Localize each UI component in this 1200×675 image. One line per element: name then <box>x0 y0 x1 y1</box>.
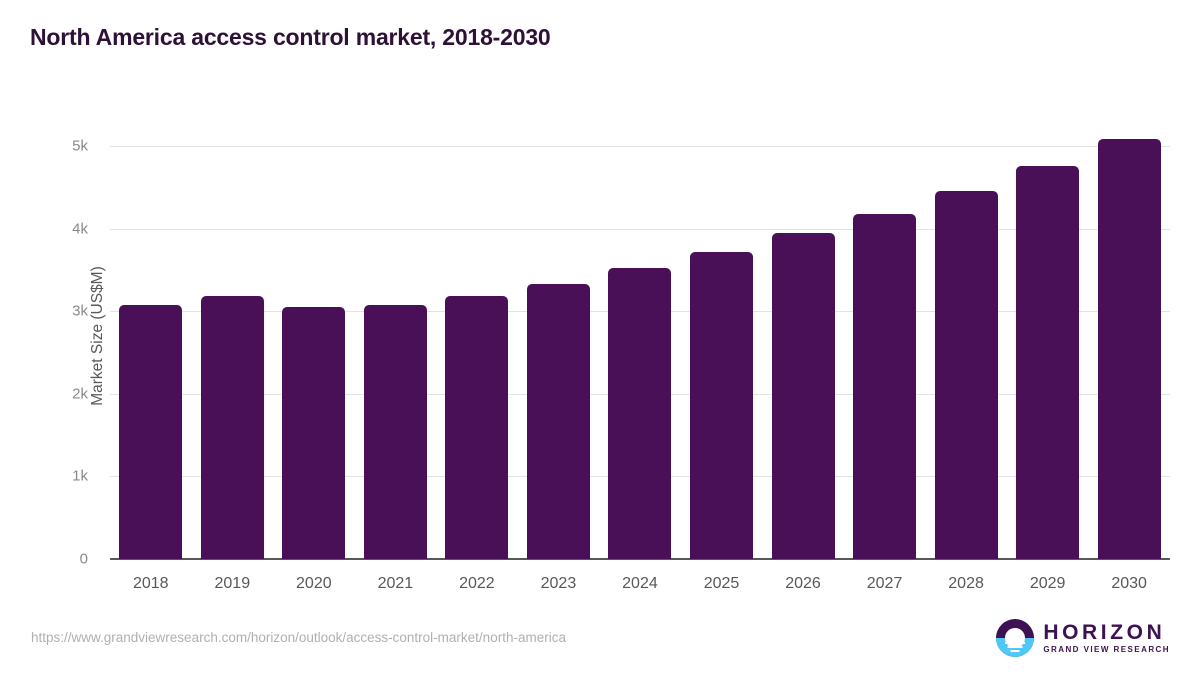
x-label-slot: 2024 <box>599 561 681 592</box>
bar-slot <box>273 113 355 559</box>
bar[interactable] <box>934 191 998 559</box>
bar[interactable] <box>771 232 835 559</box>
x-tick-label: 2030 <box>1111 575 1147 592</box>
x-tick-label: 2025 <box>703 575 740 592</box>
horizon-sun-icon <box>996 619 1035 657</box>
bar[interactable] <box>200 295 264 559</box>
x-tick-label: 2029 <box>1029 575 1066 592</box>
x-label-slot: 2027 <box>844 561 926 592</box>
x-tick-label: 2023 <box>540 575 577 592</box>
x-tick-label: 2022 <box>459 575 495 592</box>
x-tick-label: 2027 <box>866 575 903 592</box>
y-axis-title: Market Size (US$M) <box>89 266 106 406</box>
bar-slot <box>762 113 844 559</box>
page-title: North America access control market, 201… <box>30 24 551 50</box>
x-tick-label: 2028 <box>948 575 984 592</box>
x-tick-label: 2024 <box>622 575 658 592</box>
x-tick-label: 2019 <box>214 575 251 592</box>
plot-area: Market Size (US$M) 0 1k 2k 3k 4k 5k <box>72 113 1170 568</box>
logo-wordmark: HORIZON <box>1043 620 1166 644</box>
bar[interactable] <box>1016 165 1080 559</box>
x-tick-label: 2026 <box>785 575 821 592</box>
bar-slot <box>1088 113 1170 559</box>
bar-slot <box>1007 113 1089 559</box>
bar[interactable] <box>526 283 590 559</box>
x-label-slot: 2021 <box>355 561 437 592</box>
bar[interactable] <box>282 306 346 559</box>
gridline <box>110 228 1170 230</box>
brand-logo: HORIZON GRAND VIEW RESEARCH <box>996 618 1170 658</box>
x-label-slot: 2028 <box>925 561 1007 592</box>
x-label-slot: 2019 <box>192 561 274 592</box>
y-tick-label: 2k <box>72 385 88 403</box>
x-label-slot: 2023 <box>518 561 600 592</box>
y-tick-label: 1k <box>72 467 88 485</box>
x-label-slot: 2029 <box>1007 561 1089 592</box>
bar-series <box>110 113 1170 559</box>
bar[interactable] <box>608 268 672 559</box>
y-tick-label: 3k <box>72 302 88 320</box>
x-label-slot: 2030 <box>1088 561 1170 592</box>
bar[interactable] <box>853 213 917 559</box>
gridline <box>110 146 1170 148</box>
y-tick-label: 0 <box>79 550 88 568</box>
x-label-slot: 2025 <box>681 561 763 592</box>
bar[interactable] <box>1097 139 1161 559</box>
bar-slot <box>436 113 518 559</box>
bar-slot <box>681 113 763 559</box>
x-tick-label: 2021 <box>377 575 414 592</box>
y-tick-label: 5k <box>72 137 88 155</box>
x-axis-tick-labels: 2018 2019 2020 2021 2022 2023 2024 2025 2026 2027… <box>110 561 1170 592</box>
bar[interactable] <box>119 304 183 559</box>
x-label-slot: 2022 <box>436 561 518 592</box>
x-tick-label: 2020 <box>296 575 332 592</box>
bar-slot <box>925 113 1007 559</box>
logo-tagline: GRAND VIEW RESEARCH <box>1043 644 1170 654</box>
x-axis-line <box>110 558 1170 560</box>
x-label-slot: 2020 <box>273 561 355 592</box>
x-tick-label: 2018 <box>132 575 169 592</box>
bar-slot <box>599 113 681 559</box>
bar-slot <box>355 113 437 559</box>
bar[interactable] <box>363 305 427 559</box>
bar[interactable] <box>445 295 509 559</box>
bar-slot <box>844 113 926 559</box>
logo-text: HORIZON GRAND VIEW RESEARCH <box>1043 620 1170 655</box>
source-url[interactable]: https://www.grandviewresearch.com/horizo… <box>31 630 566 645</box>
y-tick-label: 4k <box>72 220 88 238</box>
bar[interactable] <box>689 251 753 559</box>
x-label-slot: 2026 <box>762 561 844 592</box>
bar-slot <box>110 113 192 559</box>
x-label-slot: 2018 <box>110 561 192 592</box>
bar-slot <box>192 113 274 559</box>
bar-slot <box>518 113 600 559</box>
